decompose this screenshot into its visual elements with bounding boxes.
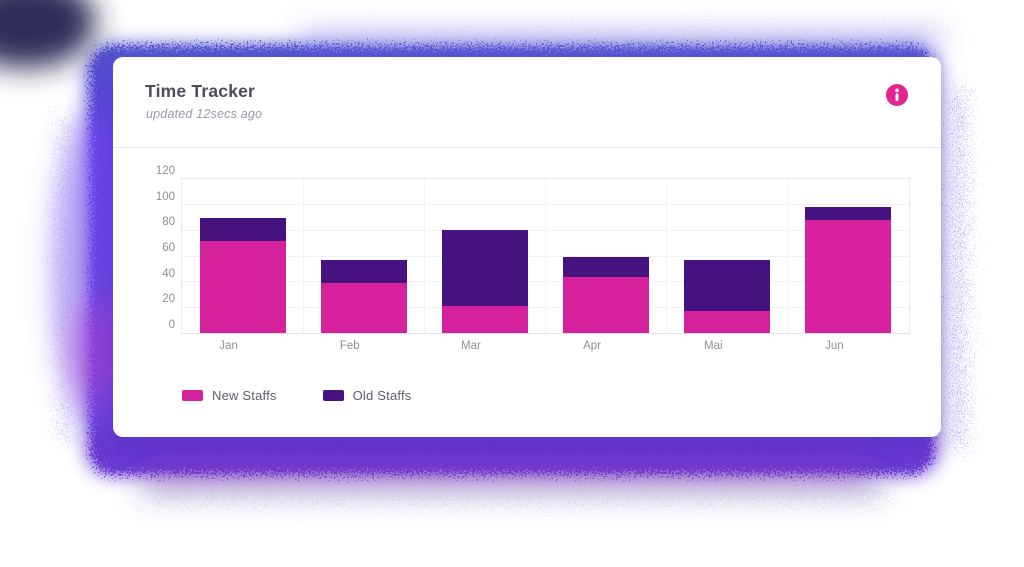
legend-label: New Staffs: [212, 388, 277, 403]
x-axis-labels: Jan Feb Mar Apr Mai Jun: [181, 339, 908, 353]
x-tick-label: Jun: [825, 340, 844, 352]
y-tick-label: 40: [162, 267, 175, 280]
legend-swatch: [322, 390, 344, 401]
x-tick-label: Apr: [583, 340, 602, 352]
card-header: Time Tracker updated 12secs ago: [113, 57, 941, 148]
bar-jun-new-staffs[interactable]: [805, 220, 892, 333]
bar-jan-old-staffs[interactable]: [199, 217, 286, 241]
x-tick-label: Jan: [219, 340, 238, 352]
info-icon-glyph: [895, 88, 899, 101]
y-tick-label: 0: [168, 319, 175, 331]
bar-jun-old-staffs[interactable]: [805, 207, 892, 221]
bar-jan-new-staffs[interactable]: [199, 240, 286, 333]
time-tracker-card: Time Tracker updated 12secs ago 0 20 40 60 8…: [113, 57, 941, 437]
y-tick-label: 100: [155, 190, 175, 203]
bar-feb-old-staffs[interactable]: [320, 259, 407, 283]
bar-feb-new-staffs[interactable]: [320, 282, 407, 333]
bar-mai-old-staffs[interactable]: [684, 259, 771, 312]
y-tick-label: 80: [162, 216, 175, 229]
y-tick-label: 120: [155, 165, 175, 177]
card-subtitle: updated 12secs ago: [146, 107, 263, 121]
info-icon[interactable]: [886, 84, 908, 106]
bar-mai-new-staffs[interactable]: [684, 311, 771, 333]
x-tick-label: Feb: [339, 340, 360, 352]
bar-apr-new-staffs[interactable]: [563, 276, 650, 333]
legend-label: Old Staffs: [352, 388, 412, 403]
y-axis-labels: 0 20 40 60 80 100 120: [113, 165, 175, 332]
legend-item-new-staffs[interactable]: New Staffs: [182, 388, 277, 403]
plot-area: [181, 178, 910, 334]
y-tick-label: 60: [162, 242, 175, 254]
x-tick-label: Mai: [703, 340, 723, 352]
gridline-vertical: [787, 179, 789, 333]
gridline-vertical: [423, 179, 425, 333]
y-tick-label: 20: [162, 293, 175, 306]
bar-apr-old-staffs[interactable]: [563, 257, 650, 277]
legend-item-old-staffs[interactable]: Old Staffs: [322, 388, 412, 403]
gridline-vertical: [302, 179, 304, 333]
bar-mar-new-staffs[interactable]: [441, 306, 528, 333]
card-title: Time Tracker: [145, 81, 256, 101]
x-tick-label: Mar: [461, 340, 481, 352]
legend-swatch: [182, 390, 203, 401]
gridline-vertical: [666, 179, 668, 333]
gridline-vertical: [545, 179, 546, 333]
legend: New Staffs Old Staffs: [182, 388, 457, 403]
bar-mar-old-staffs[interactable]: [441, 230, 528, 307]
